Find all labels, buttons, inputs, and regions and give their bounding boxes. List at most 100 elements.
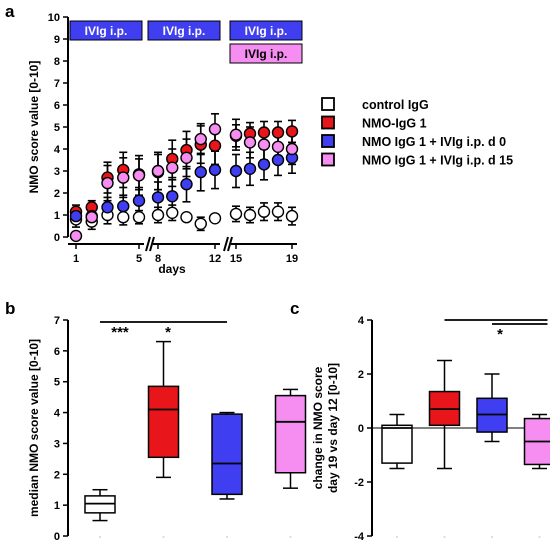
y-tick-label: 6 xyxy=(54,100,60,112)
x-tick-label: 5 xyxy=(136,253,142,265)
treatment-box-label: IVIg i.p. xyxy=(163,24,206,38)
y-axis-title: median NMO score value [0-10] xyxy=(27,339,41,517)
data-point xyxy=(229,164,243,178)
y-tick-label: 3 xyxy=(54,166,60,178)
box xyxy=(211,413,243,496)
data-point xyxy=(285,125,299,138)
data-point xyxy=(208,212,222,225)
data-point xyxy=(194,165,207,179)
legend-label: NMO-IgG 1 xyxy=(362,117,427,131)
data-point xyxy=(229,128,243,141)
data-point xyxy=(285,209,299,223)
y-tick-label: 0 xyxy=(54,232,60,244)
y-tick-label: 7 xyxy=(54,315,60,327)
y-tick-label: 5 xyxy=(54,377,60,389)
treatment-box xyxy=(147,20,221,41)
data-point xyxy=(117,199,130,213)
data-point xyxy=(69,229,83,243)
data-point xyxy=(194,132,207,146)
data-point xyxy=(85,210,98,224)
axis-break-mark xyxy=(223,236,229,252)
y-axis-title-line2: day 19 vs day 12 [0-10] xyxy=(326,363,340,493)
x-axis-title: days xyxy=(158,262,186,276)
y-tick-label: 3 xyxy=(54,438,60,450)
y-tick-label: 7 xyxy=(54,78,60,90)
data-point xyxy=(132,169,146,182)
data-point xyxy=(257,138,271,151)
y-tick-label: 2 xyxy=(54,469,60,481)
data-point xyxy=(117,210,130,224)
legend-swatch xyxy=(321,97,335,111)
data-point xyxy=(117,171,130,184)
data-point xyxy=(271,153,285,167)
y-axis-title: NMO score value [0-10] xyxy=(27,61,41,194)
y-tick-label: 4 xyxy=(54,408,61,420)
y-axis-title-line1: change in NMO score xyxy=(311,366,325,489)
data-point xyxy=(132,210,146,224)
box xyxy=(274,394,307,474)
data-point xyxy=(166,161,179,174)
significance-label: *** xyxy=(111,324,129,341)
data-point xyxy=(180,210,193,224)
axis-break-mark xyxy=(227,236,233,252)
data-point xyxy=(180,177,193,191)
data-point xyxy=(243,136,257,149)
data-point xyxy=(151,208,165,222)
y-tick-label: 1 xyxy=(54,210,60,222)
significance-label: * xyxy=(497,326,503,343)
y-tick-label: 5 xyxy=(54,122,60,134)
box xyxy=(381,424,413,464)
x-tick-label: 15 xyxy=(230,253,242,265)
y-tick-label: 4 xyxy=(54,144,61,156)
axis-break-mark xyxy=(149,236,155,252)
data-point xyxy=(69,209,83,223)
y-tick-label: 6 xyxy=(54,346,60,358)
panel-label-b: b xyxy=(5,299,15,318)
y-tick-label: 2 xyxy=(358,369,364,381)
legend-label: NMO IgG 1 + IVIg i.p. d 0 xyxy=(362,135,506,149)
y-tick-label: 0 xyxy=(54,531,60,543)
panel-label-a: a xyxy=(5,2,15,21)
treatment-box xyxy=(69,20,143,41)
treatment-box-label: IVIg i.p. xyxy=(245,47,288,61)
treatment-box-label: IVIg i.p. xyxy=(85,24,128,38)
panel-label-c: c xyxy=(290,299,299,318)
legend: control IgG NMO-IgG 1 NMO IgG 1 + IVIg i.p… xyxy=(321,97,513,168)
legend-label: control IgG xyxy=(362,98,429,112)
y-tick-label: 9 xyxy=(54,34,60,46)
data-point xyxy=(151,164,165,178)
x-tick-label: 1 xyxy=(73,253,79,265)
data-point xyxy=(194,217,207,231)
data-point xyxy=(180,151,193,165)
y-tick-label: 10 xyxy=(48,12,60,24)
y-tick-label: 2 xyxy=(54,188,60,200)
legend-swatch xyxy=(321,152,335,167)
data-point xyxy=(285,142,299,156)
data-point xyxy=(271,140,285,154)
x-tick-label: 8 xyxy=(155,253,161,265)
data-point xyxy=(166,190,179,203)
data-point xyxy=(229,207,243,221)
legend-swatch xyxy=(321,115,335,130)
data-point xyxy=(208,122,222,136)
data-point xyxy=(101,176,114,190)
data-point xyxy=(271,126,285,139)
data-point xyxy=(257,205,271,218)
legend-swatch xyxy=(321,134,335,148)
data-point xyxy=(243,208,257,222)
treatment-box-label: IVIg i.p. xyxy=(245,24,288,38)
data-point xyxy=(208,139,222,152)
x-tick-label: 12 xyxy=(209,253,221,265)
treatment-box xyxy=(229,43,303,64)
data-point xyxy=(257,158,271,171)
panel-c-chart: -4 -2 0 2 4 * change in NMO score day 19 vs day… xyxy=(311,315,550,543)
y-tick-label: 0 xyxy=(358,423,364,435)
y-tick-label: -4 xyxy=(354,531,365,543)
y-tick-label: 1 xyxy=(54,500,60,512)
data-point xyxy=(101,201,114,214)
y-tick-label: 4 xyxy=(358,315,365,327)
legend-label: NMO IgG 1 + IVIg i.p. d 15 xyxy=(362,154,513,168)
